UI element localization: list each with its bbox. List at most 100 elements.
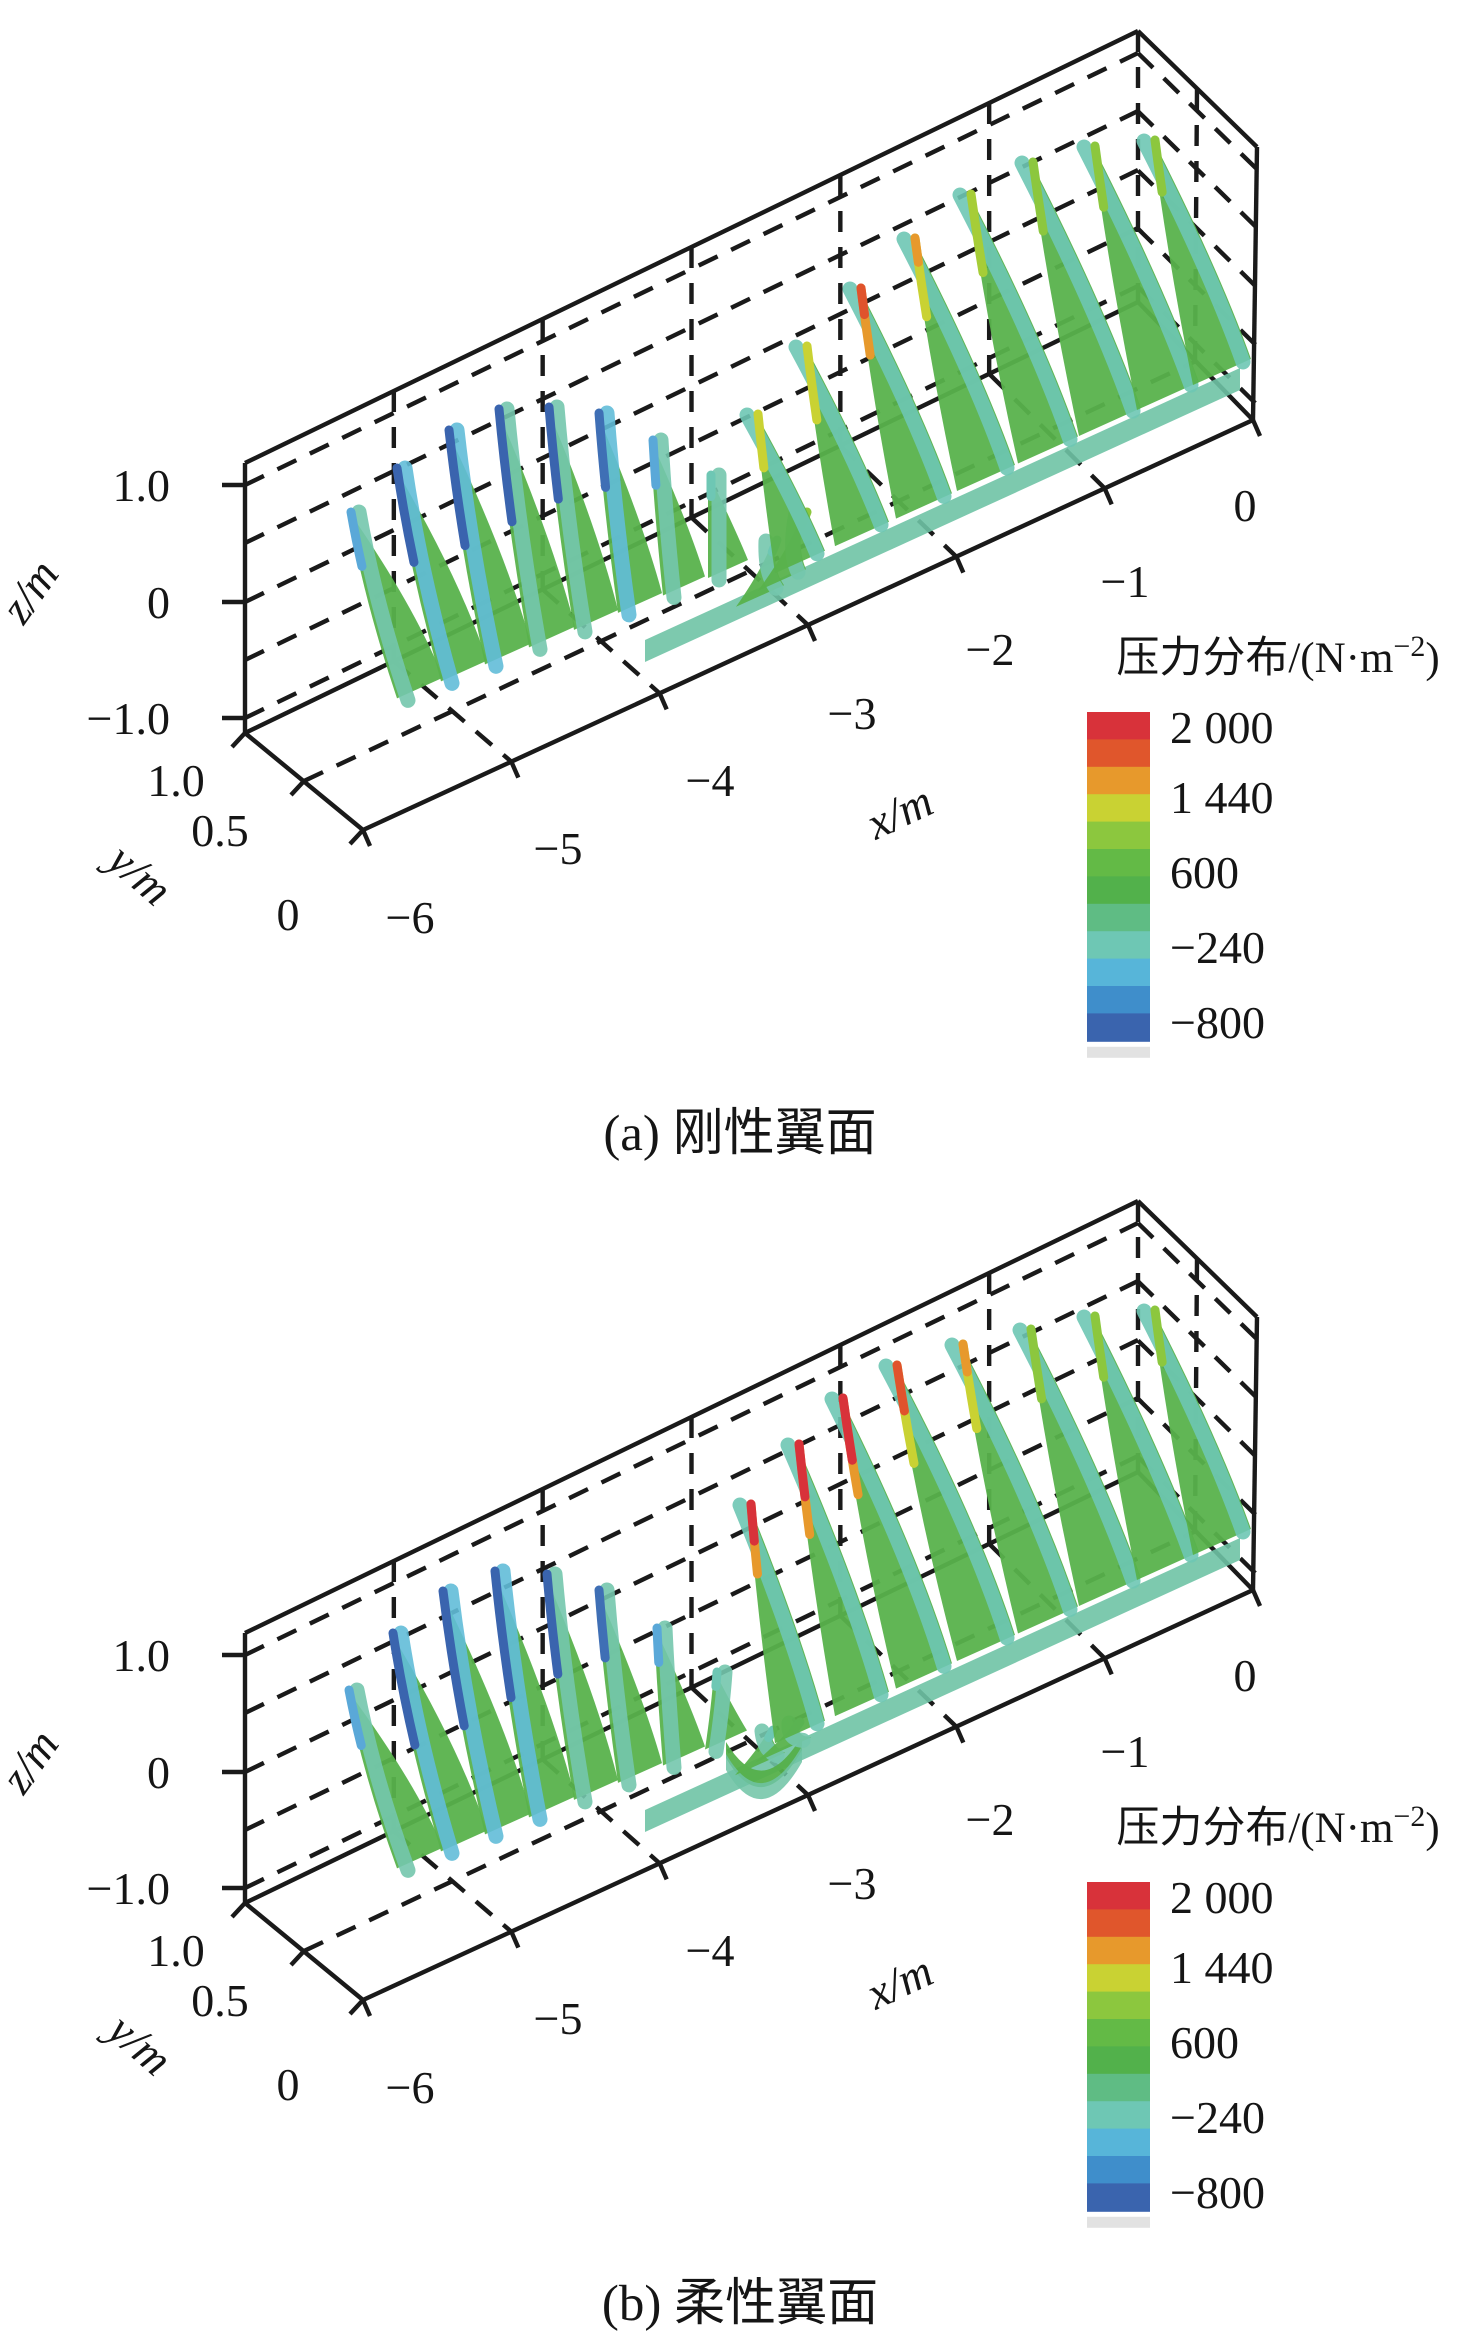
wing-slice — [544, 399, 618, 640]
colorbar — [1087, 1882, 1150, 2228]
wing-slice-leading-edge — [444, 425, 470, 551]
x-tick-label: −6 — [386, 2062, 435, 2113]
grid-z-line-rightwall — [1136, 51, 1259, 171]
wing-slice-shade — [443, 1583, 504, 1844]
colorbar-band — [1087, 2101, 1150, 2130]
colorbar-tail — [1087, 2216, 1150, 2228]
wing-slice-leading-edge — [542, 1569, 563, 1679]
axes-grid — [222, 1199, 1263, 2017]
wing-slice — [594, 405, 662, 623]
wing-slice-leading-edge — [764, 1725, 778, 1743]
grid-x-line-floor — [690, 515, 810, 627]
wing-slice-shade — [599, 1582, 637, 1793]
wing-slice — [648, 432, 705, 605]
pressure-plot-flexible: 1.0 0 −1.0 z/m 1.0 0.5 0 y/m −6 −5 −4 −3… — [0, 1199, 1440, 2332]
y-axis-title: y/m — [95, 831, 182, 916]
wing-slice-leading-edge — [652, 1623, 664, 1667]
wing-slice-leading-edge — [856, 283, 869, 320]
wing-slice — [490, 1563, 575, 1827]
x-tick — [805, 1794, 818, 1812]
wing-slice-leading-edge — [1090, 1311, 1109, 1382]
wing-slice — [842, 281, 952, 519]
colorbar-band — [1087, 2073, 1150, 2103]
colorbar-band — [1087, 876, 1150, 905]
y-axis-labels: 1.0 0.5 0 y/m — [95, 755, 299, 940]
x-tick — [1102, 1657, 1114, 1676]
x-tick-label: −1 — [1101, 1726, 1150, 1777]
x-tick — [509, 1930, 521, 1949]
wing-root-band — [726, 1746, 802, 1800]
wing-slice — [739, 407, 825, 574]
wing-slice — [1014, 155, 1141, 436]
wing-slice — [438, 1583, 531, 1844]
wing-slice — [780, 1437, 889, 1717]
wing-surface — [346, 133, 1251, 708]
wing-slice — [1012, 1322, 1141, 1606]
z-tick-label: 1.0 — [113, 460, 171, 511]
wing-slice-leading-edge — [1028, 157, 1048, 236]
colorbar-band — [1087, 766, 1150, 796]
wing-slice-shade — [653, 432, 682, 605]
colorbar-band — [1087, 986, 1150, 1015]
grid-y-line-floor — [303, 1529, 1197, 1953]
wing-slice-leading-edge — [490, 1566, 516, 1703]
colorbar-tick-label: 2 000 — [1170, 702, 1274, 753]
grid-z-line-rightwall — [1136, 168, 1259, 290]
wing-slice — [1136, 1303, 1251, 1556]
wing-slice — [388, 1625, 487, 1861]
z-tick-label: −1.0 — [87, 693, 170, 744]
x-axis-title: x/m — [858, 775, 941, 850]
wing-slice-leading-edge — [388, 1628, 420, 1750]
colorbar-band — [1087, 1991, 1150, 2020]
wing-slice-shade — [449, 422, 504, 674]
wing-slice-leading-edge — [910, 233, 923, 267]
wing-slice-leading-edge — [711, 1667, 722, 1691]
wing-slice — [542, 1566, 618, 1810]
x-tick-label: −2 — [966, 624, 1015, 675]
panel-caption: (a) 刚性翼面 — [603, 1106, 876, 1162]
x-axis-title: x/m — [858, 1945, 941, 2020]
x-tick-label: −2 — [966, 1794, 1015, 1845]
box-edge — [1136, 29, 1259, 149]
y-tick-label: 1.0 — [147, 755, 205, 806]
x-tick — [360, 829, 373, 847]
colorbar-band — [1087, 2183, 1150, 2212]
wing-slice — [1076, 139, 1199, 410]
colorbar-tick-label: −240 — [1170, 2092, 1265, 2143]
y-tick-label: 0.5 — [191, 805, 249, 856]
x-tick-label: −4 — [686, 1925, 735, 1976]
colorbar-band — [1087, 712, 1150, 741]
wing-slice-shade — [708, 1664, 733, 1759]
colorbar-band — [1087, 958, 1150, 987]
x-tick — [657, 692, 669, 711]
wing-slice — [1136, 133, 1251, 386]
colorbar-labels: 压力分布/(N·m−2) 2 000 1 440 600 −240 −800 — [1116, 1800, 1439, 2218]
box-edge — [1250, 146, 1260, 421]
wing-slice — [346, 504, 443, 708]
colorbar-band — [1087, 849, 1150, 878]
wing-slice-leading-edge — [494, 404, 517, 527]
wing-slice-leading-edge — [1150, 135, 1167, 197]
colorbar-band — [1087, 1882, 1150, 1911]
wing-slice-shade — [499, 401, 548, 657]
y-tick — [230, 1901, 247, 1919]
y-tick — [348, 828, 365, 846]
wing-slice — [444, 422, 531, 674]
wing-slice — [735, 1723, 785, 1776]
colorbar-tick-label: −800 — [1170, 997, 1265, 1048]
wing-slice-leading-edge — [838, 1393, 857, 1465]
wing-slice — [392, 460, 487, 691]
colorbar-band — [1087, 931, 1150, 960]
z-axis-title: z/m — [0, 550, 69, 632]
colorbar-tick-label: 1 440 — [1170, 1942, 1274, 1993]
y-tick-label: 0 — [277, 889, 300, 940]
grid-y-line-floor — [303, 359, 1197, 783]
x-tick-label: −3 — [828, 688, 877, 739]
colorbar-band — [1087, 2046, 1150, 2075]
panel-caption: (b) 柔性翼面 — [602, 2276, 878, 2332]
z-axis-labels: 1.0 0 −1.0 z/m — [0, 1630, 170, 1914]
colorbar-title: 压力分布/(N·m−2) — [1116, 1800, 1439, 1852]
wing-slice-shade — [657, 1620, 682, 1775]
x-tick — [1102, 487, 1114, 506]
